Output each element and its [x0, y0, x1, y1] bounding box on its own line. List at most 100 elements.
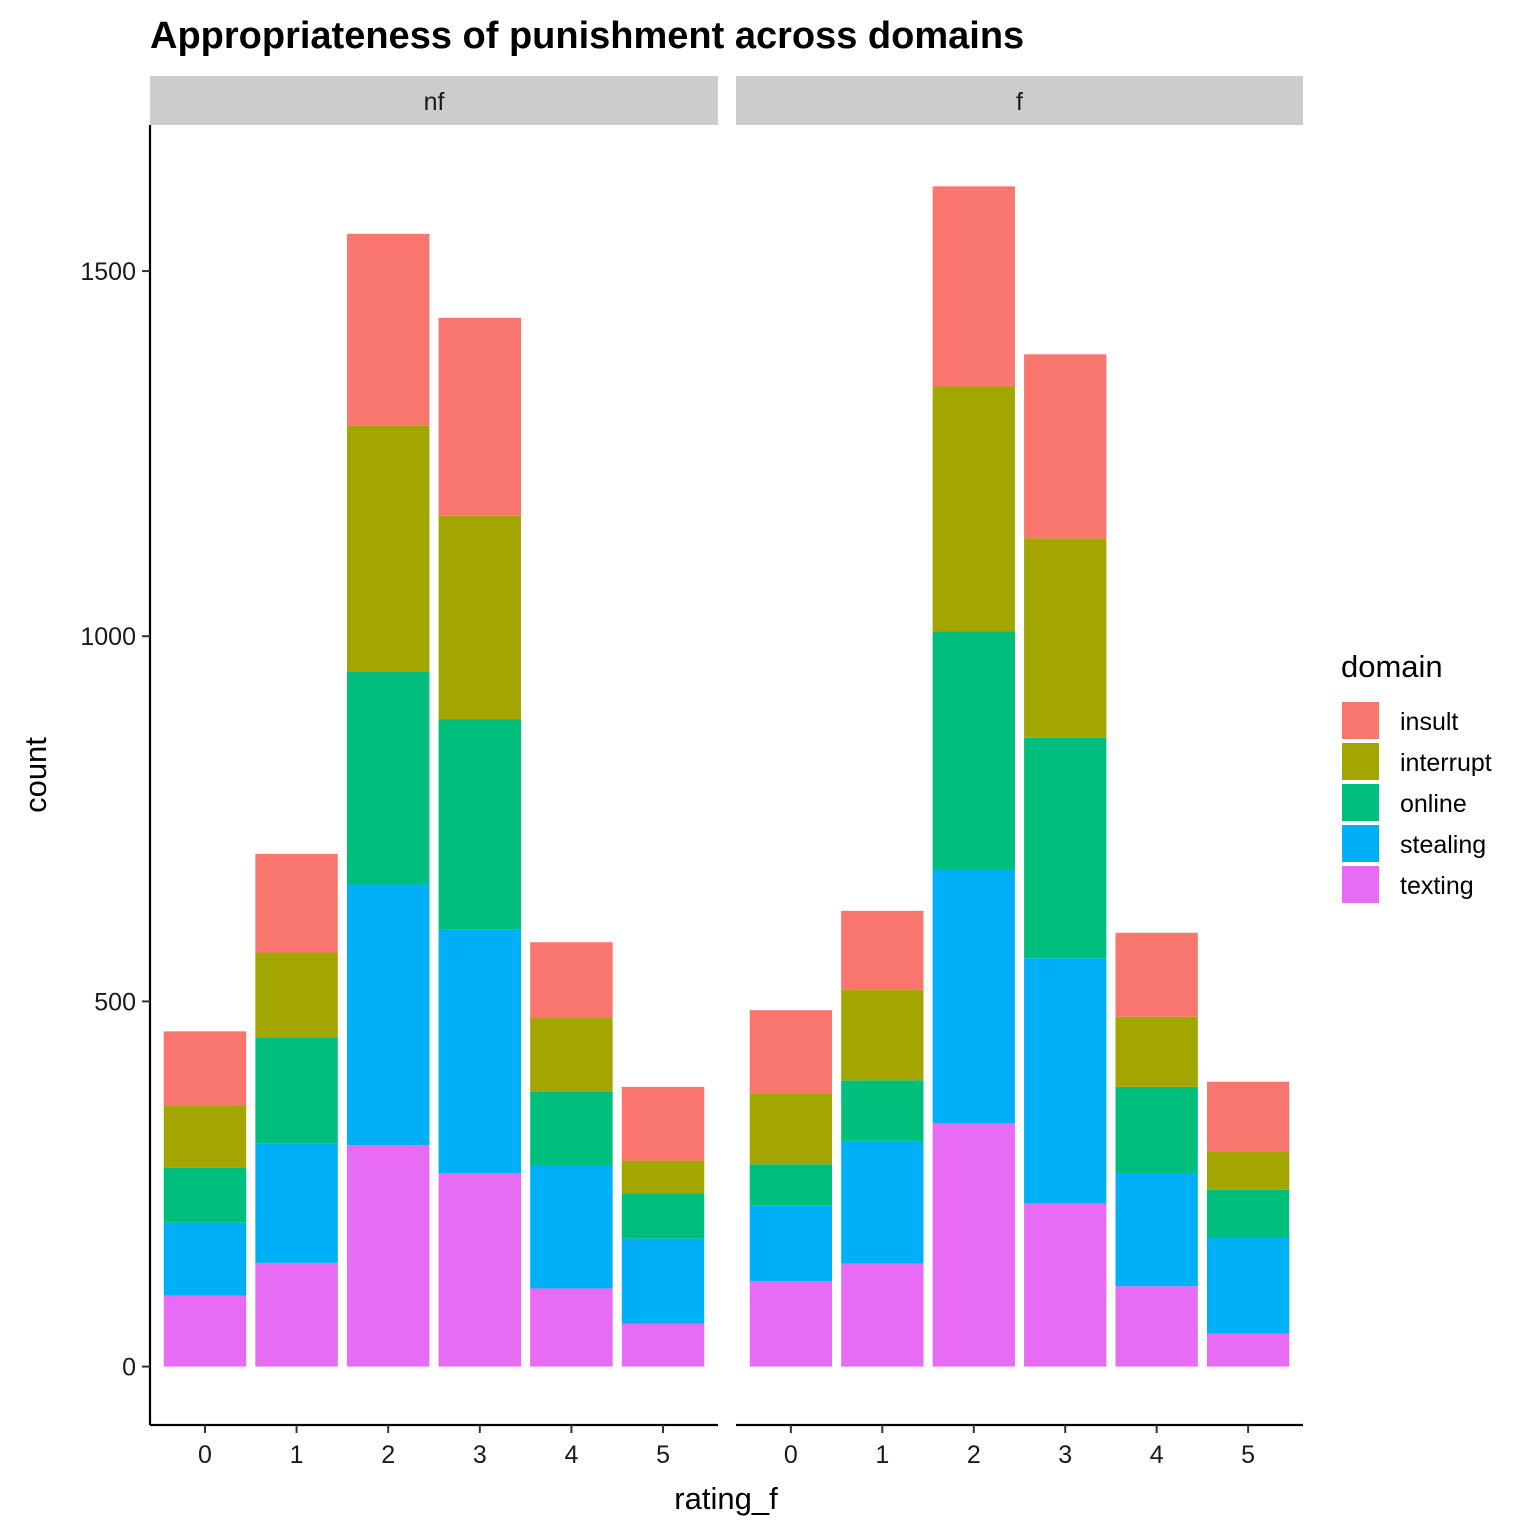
- bar-nf-0-stealing: [163, 1222, 247, 1296]
- x-tick-label-f-3: 3: [1058, 1441, 1072, 1469]
- legend-label-insult: insult: [1400, 708, 1458, 736]
- bar-f-0-texting: [749, 1281, 833, 1367]
- bar-nf-2-insult: [346, 233, 430, 426]
- bar-f-5-insult: [1206, 1081, 1290, 1152]
- legend-key-insult: [1342, 702, 1379, 739]
- bar-f-1-stealing: [841, 1140, 924, 1264]
- x-tick-label-f-1: 1: [875, 1441, 889, 1469]
- x-tick-label-nf-5: 5: [656, 1441, 670, 1469]
- bar-f-3-interrupt: [1024, 538, 1107, 738]
- bar-nf-5-texting: [621, 1323, 705, 1367]
- bar-f-3-texting: [1024, 1203, 1107, 1367]
- facet-strip-f: f: [736, 76, 1303, 125]
- bar-nf-5-online: [621, 1193, 705, 1239]
- x-tick-label-f-0: 0: [784, 1441, 798, 1469]
- bar-f-3-online: [1024, 737, 1107, 959]
- bar-nf-2-online: [346, 672, 430, 885]
- bar-f-0-online: [749, 1164, 833, 1206]
- x-tick-label-nf-1: 1: [290, 1441, 304, 1469]
- bar-f-2-texting: [932, 1123, 1015, 1367]
- bar-nf-3-stealing: [438, 929, 522, 1174]
- bar-nf-5-insult: [621, 1086, 705, 1161]
- bar-nf-2-texting: [346, 1145, 430, 1367]
- bar-nf-2-stealing: [346, 884, 430, 1146]
- facet-strip-nf-label: nf: [424, 88, 445, 116]
- x-tick-label-f-2: 2: [967, 1441, 981, 1469]
- y-tick-label-0: 0: [122, 1354, 136, 1382]
- legend-key-stealing: [1342, 825, 1379, 862]
- bar-f-0-interrupt: [749, 1093, 833, 1165]
- bar-f-2-online: [932, 631, 1015, 870]
- bar-f-3-insult: [1024, 354, 1107, 539]
- legend-label-texting: texting: [1400, 872, 1474, 900]
- x-tick-label-nf-3: 3: [473, 1441, 487, 1469]
- bar-nf-5-interrupt: [621, 1160, 705, 1194]
- y-tick-label-1000: 1000: [80, 623, 136, 651]
- bar-nf-1-insult: [255, 853, 338, 953]
- bar-f-1-online: [841, 1080, 924, 1141]
- y-axis-title: count: [18, 737, 53, 813]
- bar-f-5-texting: [1206, 1333, 1290, 1367]
- bar-nf-4-stealing: [530, 1165, 613, 1289]
- bar-f-2-stealing: [932, 869, 1015, 1124]
- bar-nf-3-interrupt: [438, 515, 522, 720]
- bar-f-5-stealing: [1206, 1238, 1290, 1334]
- facet-strip-nf-background: [150, 76, 718, 125]
- x-axis-title: rating_f: [674, 1481, 778, 1516]
- bar-nf-0-insult: [163, 1031, 247, 1106]
- legend-key-online: [1342, 784, 1379, 821]
- y-tick-label-1500: 1500: [80, 258, 136, 286]
- bar-nf-0-texting: [163, 1295, 247, 1367]
- bar-nf-1-online: [255, 1037, 338, 1144]
- bar-f-1-interrupt: [841, 989, 924, 1081]
- legend-label-interrupt: interrupt: [1400, 749, 1492, 777]
- bar-f-4-online: [1115, 1086, 1198, 1174]
- x-tick-label-nf-4: 4: [564, 1441, 578, 1469]
- bar-nf-4-insult: [530, 942, 613, 1018]
- bar-nf-1-stealing: [255, 1143, 338, 1263]
- legend-label-online: online: [1400, 790, 1467, 818]
- bars-panel-f: [749, 186, 1290, 1367]
- bar-nf-4-interrupt: [530, 1017, 613, 1092]
- bar-f-4-insult: [1115, 932, 1198, 1017]
- bar-f-2-insult: [932, 186, 1015, 387]
- legend-label-stealing: stealing: [1400, 831, 1486, 859]
- legend-items: insult interrupt online stealing texting: [1342, 702, 1492, 903]
- bar-f-5-online: [1206, 1189, 1290, 1239]
- facet-strip-f-background: [736, 76, 1303, 125]
- bar-nf-0-interrupt: [163, 1105, 247, 1168]
- bar-f-4-texting: [1115, 1286, 1198, 1367]
- bar-nf-5-stealing: [621, 1238, 705, 1324]
- x-axis-ticks-f: 0 1 2 3 4 5: [784, 1425, 1255, 1469]
- y-axis-ticks: 0 500 1000 1500: [80, 258, 150, 1382]
- facet-strip-f-label: f: [1016, 88, 1023, 116]
- bar-f-5-interrupt: [1206, 1151, 1290, 1190]
- bar-f-2-interrupt: [932, 386, 1015, 632]
- bar-f-4-stealing: [1115, 1173, 1198, 1287]
- bar-f-0-insult: [749, 1010, 833, 1094]
- legend-title: domain: [1341, 649, 1443, 684]
- bar-nf-3-insult: [438, 317, 522, 516]
- bar-f-0-stealing: [749, 1205, 833, 1282]
- x-tick-label-nf-2: 2: [381, 1441, 395, 1469]
- bar-nf-4-online: [530, 1091, 613, 1165]
- bar-f-4-interrupt: [1115, 1016, 1198, 1087]
- bar-f-1-insult: [841, 910, 924, 990]
- y-tick-label-500: 500: [94, 988, 136, 1016]
- x-tick-label-f-4: 4: [1150, 1441, 1164, 1469]
- legend-key-interrupt: [1342, 743, 1379, 780]
- bar-f-3-stealing: [1024, 958, 1107, 1204]
- bar-nf-2-interrupt: [346, 425, 430, 673]
- x-axis-ticks-nf: 0 1 2 3 4 5: [198, 1425, 670, 1469]
- bar-nf-1-texting: [255, 1262, 338, 1367]
- bar-nf-4-texting: [530, 1288, 613, 1367]
- bar-nf-1-interrupt: [255, 952, 338, 1038]
- bar-nf-3-online: [438, 719, 522, 930]
- bar-nf-0-online: [163, 1167, 247, 1223]
- bars-panel-nf: [163, 233, 705, 1367]
- bar-nf-3-texting: [438, 1173, 522, 1367]
- x-tick-label-f-5: 5: [1241, 1441, 1255, 1469]
- bar-f-1-texting: [841, 1263, 924, 1367]
- facet-strip-nf: nf: [150, 76, 718, 125]
